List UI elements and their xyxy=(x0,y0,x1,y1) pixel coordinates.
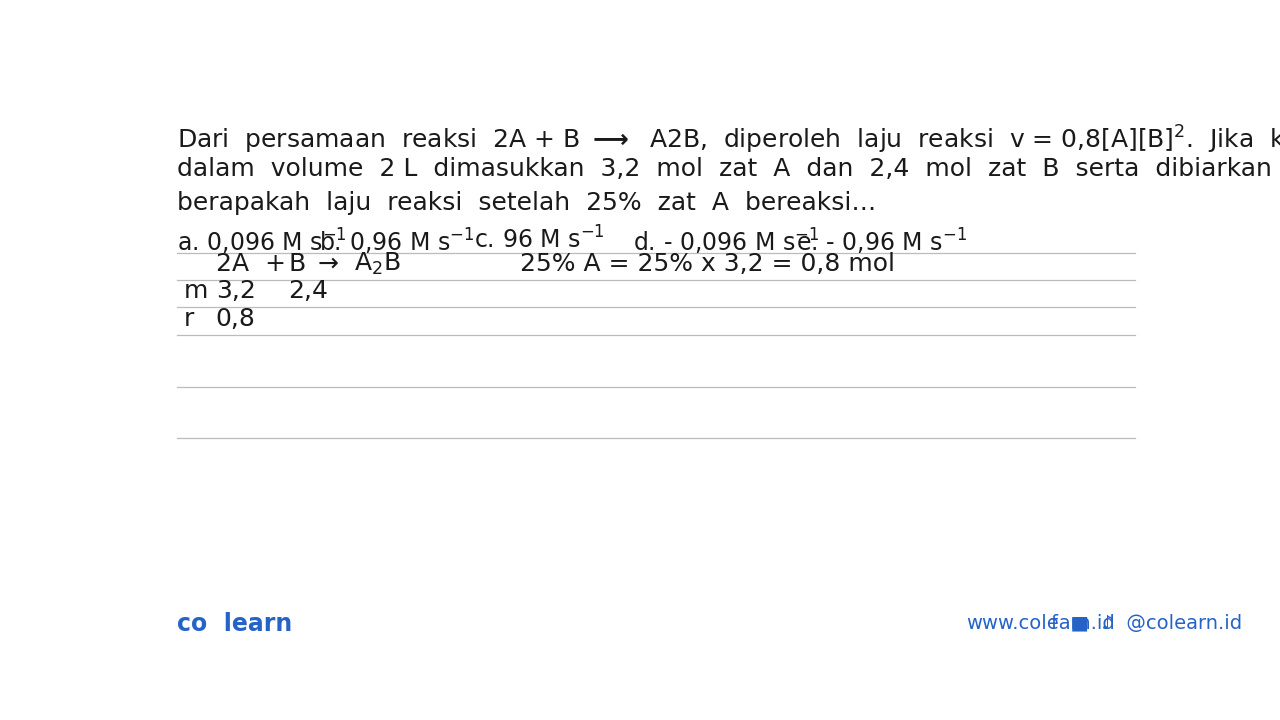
Text: r: r xyxy=(183,307,193,331)
Text: A$_2$B: A$_2$B xyxy=(353,251,401,277)
Text: a. 0,096 M s$^{-1}$: a. 0,096 M s$^{-1}$ xyxy=(177,227,347,257)
Text: d. - 0,096 M s$^{-1}$: d. - 0,096 M s$^{-1}$ xyxy=(632,227,819,257)
Text: 0,8: 0,8 xyxy=(216,307,256,331)
Text: B $\rightarrow$: B $\rightarrow$ xyxy=(288,252,339,276)
Text: www.colearn.id: www.colearn.id xyxy=(966,614,1115,634)
Text: berapakah  laju  reaksi  setelah  25%  zat  A  bereaksi…: berapakah laju reaksi setelah 25% zat A … xyxy=(177,191,877,215)
Text: 2A  +: 2A + xyxy=(216,252,285,276)
Text: f  ■  ♪  @colearn.id: f ■ ♪ @colearn.id xyxy=(1051,614,1243,634)
Text: 25% A = 25% x 3,2 = 0,8 mol: 25% A = 25% x 3,2 = 0,8 mol xyxy=(521,252,896,276)
Text: e. - 0,96 M s$^{-1}$: e. - 0,96 M s$^{-1}$ xyxy=(795,227,966,257)
Text: dalam  volume  2 L  dimasukkan  3,2  mol  zat  A  dan  2,4  mol  zat  B  serta  : dalam volume 2 L dimasukkan 3,2 mol zat … xyxy=(177,157,1280,181)
Text: c. 96 M s$^{-1}$: c. 96 M s$^{-1}$ xyxy=(474,227,604,253)
Text: Dari  persamaan  reaksi  2A + B $\mathbf{\longrightarrow}$  A2B,  diperoleh  laj: Dari persamaan reaksi 2A + B $\mathbf{\l… xyxy=(177,123,1280,156)
Text: b. 0,96 M s$^{-1}$: b. 0,96 M s$^{-1}$ xyxy=(319,227,474,257)
Text: 2,4: 2,4 xyxy=(288,279,328,303)
Text: m: m xyxy=(183,279,207,303)
Text: co  learn: co learn xyxy=(177,612,292,636)
Text: 3,2: 3,2 xyxy=(216,279,256,303)
